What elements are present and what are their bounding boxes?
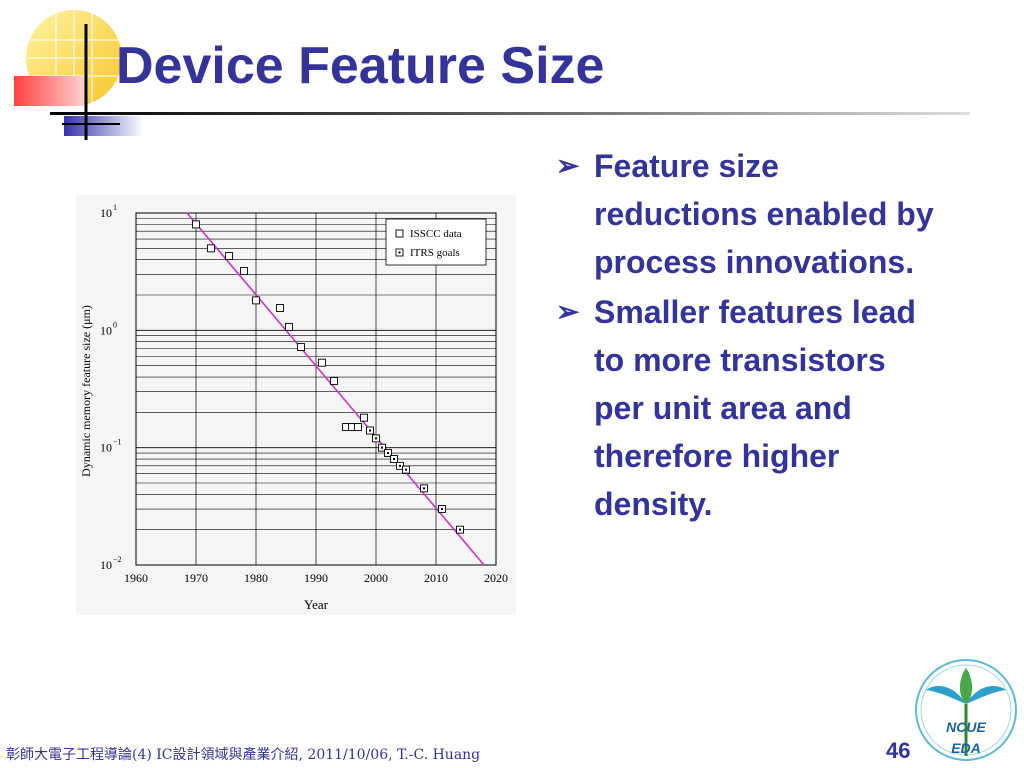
y-tick-exponent: −2 bbox=[113, 555, 122, 564]
itrs-point-dot bbox=[423, 487, 425, 490]
isscc-point bbox=[297, 343, 305, 352]
slide-footer: 彰師大電子工程導論(4) IC設計領域與產業介紹, 2011/10/06, T.… bbox=[6, 747, 481, 763]
ncue-eda-logo: NCUE EDA bbox=[915, 659, 1017, 761]
itrs-point-dot bbox=[441, 508, 443, 511]
bullet-list: ➢ Feature size reductions enabled by proc… bbox=[556, 142, 936, 530]
legend-label-isscc: ISSCC data bbox=[410, 228, 462, 240]
x-axis-label: Year bbox=[304, 597, 329, 612]
title-underline bbox=[50, 112, 970, 115]
itrs-point-dot bbox=[375, 437, 377, 440]
itrs-point-dot bbox=[405, 468, 407, 471]
plot-frame bbox=[135, 212, 497, 566]
isscc-point bbox=[192, 220, 200, 229]
x-tick-label: 1980 bbox=[244, 571, 268, 585]
bullet-text: Feature size reductions enabled by proce… bbox=[594, 148, 934, 280]
y-tick-exponent: −1 bbox=[113, 438, 122, 447]
page-number: 46 bbox=[886, 738, 911, 763]
x-tick-label: 1970 bbox=[184, 571, 208, 585]
itrs-point-dot bbox=[387, 452, 389, 455]
y-axis-label: Dynamic memory feature size (μm) bbox=[79, 305, 93, 477]
bullet-item: ➢ Smaller features lead to more transisto… bbox=[556, 288, 936, 528]
isscc-point bbox=[207, 244, 215, 253]
y-tick-label: 10 bbox=[100, 323, 112, 337]
arrow-bullet-icon: ➢ bbox=[556, 150, 580, 181]
itrs-point-dot bbox=[369, 429, 371, 432]
blue-bar-shape bbox=[64, 116, 144, 136]
x-tick-label: 2000 bbox=[364, 571, 388, 585]
logo-text-top: NCUE bbox=[946, 719, 986, 735]
isscc-point bbox=[240, 267, 248, 276]
y-tick-exponent: 1 bbox=[113, 203, 117, 212]
bullet-text: Smaller features lead to more transistor… bbox=[594, 294, 916, 522]
slide-title: Device Feature Size bbox=[116, 37, 605, 95]
x-tick-label: 1990 bbox=[304, 571, 328, 585]
x-tick-label: 1960 bbox=[124, 571, 148, 585]
chart-legend: ISSCC data ITRS goals bbox=[385, 218, 487, 266]
itrs-point-dot bbox=[399, 464, 401, 467]
data-points bbox=[192, 220, 464, 534]
y-tick-label: 10 bbox=[100, 206, 112, 220]
isscc-point bbox=[330, 377, 338, 385]
x-tick-label: 2010 bbox=[424, 571, 448, 585]
legend-marker-open-square bbox=[395, 229, 404, 238]
y-tick-label: 10 bbox=[100, 558, 112, 572]
title-decoration bbox=[14, 10, 144, 140]
y-tick-label: 10 bbox=[100, 441, 112, 455]
bullet-item: ➢ Feature size reductions enabled by proc… bbox=[556, 142, 936, 286]
trend-line bbox=[186, 212, 485, 566]
isscc-point bbox=[360, 413, 368, 422]
itrs-point-dot bbox=[393, 458, 395, 461]
isscc-point bbox=[354, 423, 362, 431]
logo-text-bottom: EDA bbox=[951, 740, 981, 756]
arrow-bullet-icon: ➢ bbox=[556, 296, 580, 327]
red-bar-shape bbox=[14, 76, 84, 106]
feature-size-chart: 1960 1970 1980 1990 2000 2010 2020 10 110 010 −11… bbox=[76, 195, 516, 615]
isscc-point bbox=[285, 322, 293, 331]
y-tick-exponent: 0 bbox=[113, 320, 117, 329]
isscc-point bbox=[225, 252, 233, 260]
itrs-point-dot bbox=[381, 446, 383, 449]
isscc-point bbox=[252, 296, 260, 305]
legend-label-itrs: ITRS goals bbox=[410, 247, 460, 259]
x-tick-labels: 1960 1970 1980 1990 2000 2010 2020 bbox=[124, 571, 508, 585]
isscc-point bbox=[318, 358, 326, 367]
isscc-point bbox=[276, 304, 284, 312]
x-tick-label: 2020 bbox=[484, 571, 508, 585]
itrs-point-dot bbox=[459, 528, 461, 531]
